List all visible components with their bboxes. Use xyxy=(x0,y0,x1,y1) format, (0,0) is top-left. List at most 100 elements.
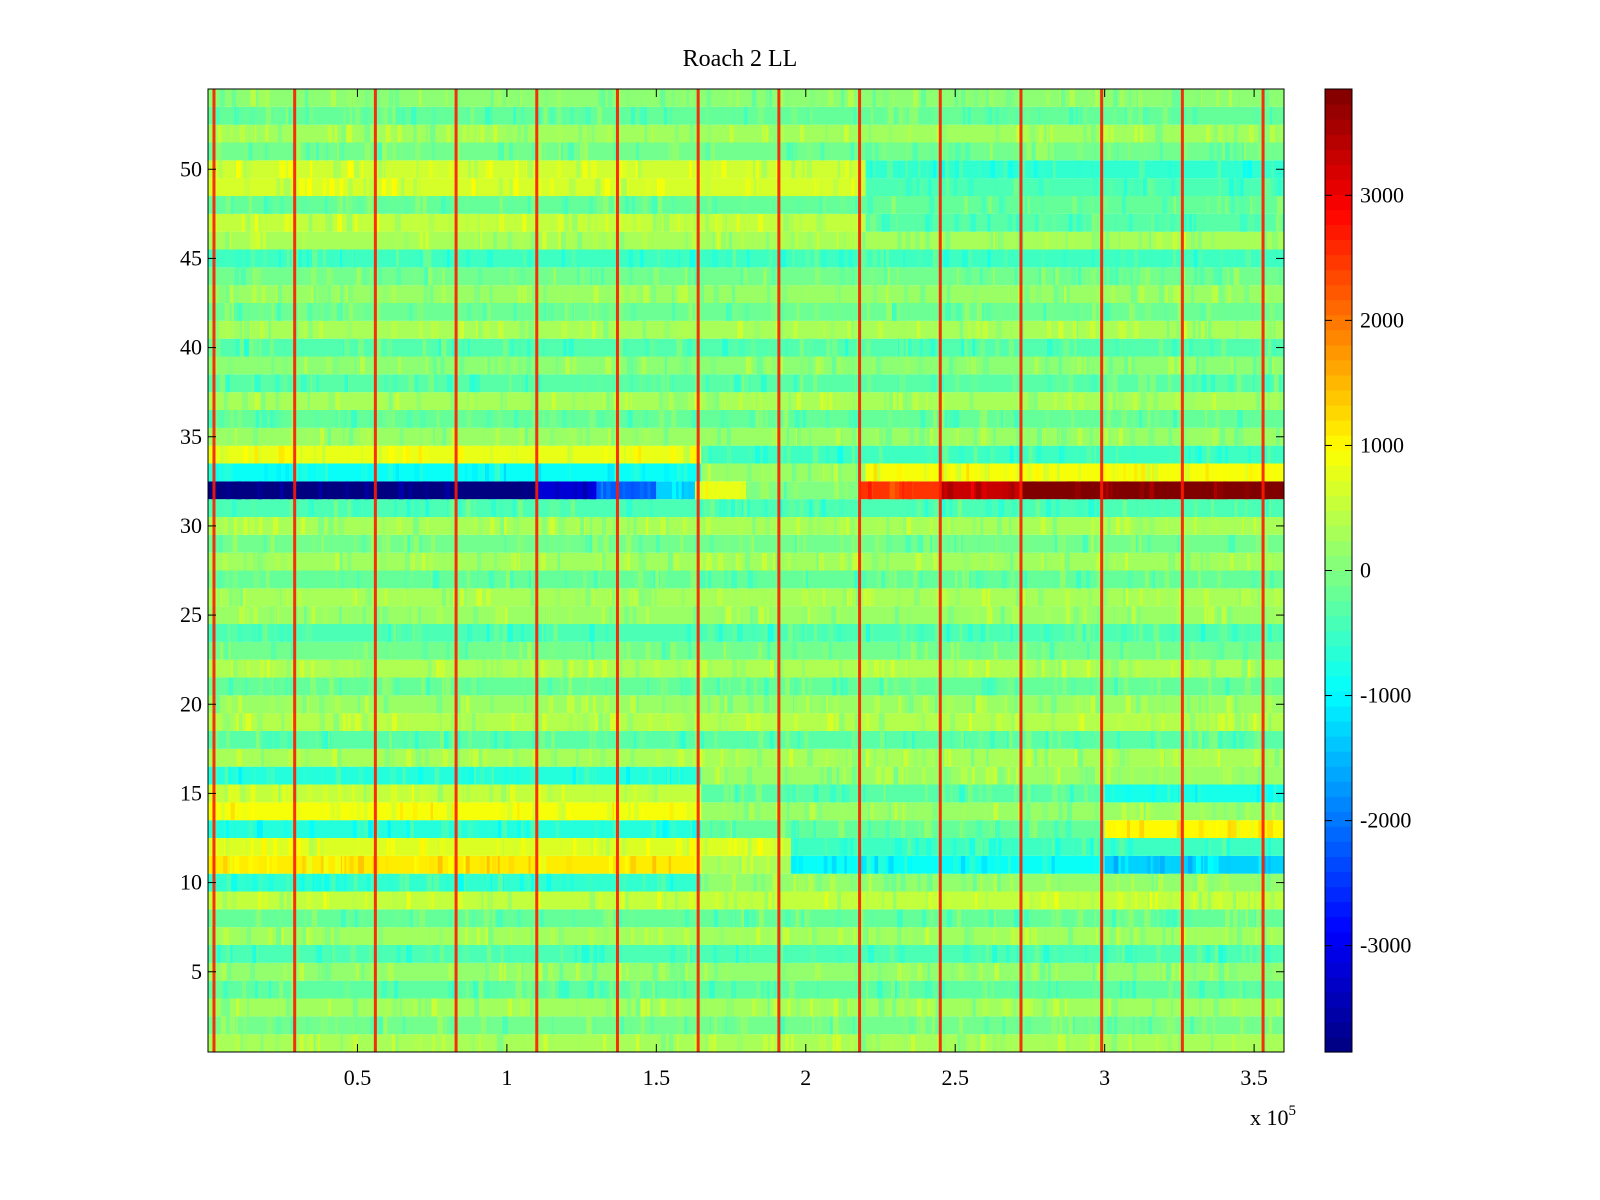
heatmap-noise xyxy=(747,374,751,393)
heatmap-noise xyxy=(806,338,812,357)
heatmap-noise xyxy=(364,766,369,785)
heatmap-noise xyxy=(986,606,993,624)
heatmap-noise xyxy=(1228,534,1234,553)
heatmap-noise xyxy=(861,427,864,446)
heatmap-noise xyxy=(279,624,284,642)
heatmap-noise xyxy=(220,374,225,393)
heatmap-noise xyxy=(1156,945,1161,963)
heatmap-noise xyxy=(785,731,790,749)
heatmap-noise xyxy=(297,303,301,321)
heatmap-noise xyxy=(1024,570,1027,589)
heatmap-noise xyxy=(1127,606,1131,624)
heatmap-noise xyxy=(505,570,510,589)
heatmap-noise xyxy=(1147,802,1154,821)
heatmap-noise xyxy=(515,445,519,464)
heatmap-noise xyxy=(314,481,318,500)
heatmap-noise xyxy=(1125,980,1130,999)
heatmap-noise xyxy=(715,624,722,642)
heatmap-noise xyxy=(848,1034,854,1052)
heatmap-noise xyxy=(209,570,214,589)
heatmap-noise xyxy=(790,427,795,446)
heatmap-noise xyxy=(408,570,414,589)
heatmap-noise xyxy=(499,659,504,678)
heatmap-noise xyxy=(839,267,846,286)
heatmap-noise xyxy=(1048,980,1051,999)
heatmap-noise xyxy=(634,356,638,375)
heatmap-noise xyxy=(979,570,984,589)
heatmap-noise xyxy=(278,249,283,268)
heatmap-noise xyxy=(351,784,355,803)
heatmap-noise xyxy=(329,927,334,945)
heatmap-noise xyxy=(602,517,606,535)
heatmap-noise xyxy=(387,873,393,892)
heatmap-noise xyxy=(438,338,443,357)
heatmap-noise xyxy=(796,998,800,1017)
heatmap-noise xyxy=(487,303,492,321)
heatmap-noise xyxy=(837,891,841,910)
heatmap-noise xyxy=(837,356,842,375)
heatmap-cell xyxy=(790,838,1284,856)
heatmap-noise xyxy=(885,570,891,589)
heatmap-noise xyxy=(434,945,438,963)
heatmap-noise xyxy=(515,624,520,642)
heatmap-noise xyxy=(1115,481,1120,500)
heatmap-noise xyxy=(248,855,254,874)
heatmap-noise xyxy=(1106,766,1111,785)
heatmap-noise xyxy=(724,962,729,981)
heatmap-noise xyxy=(332,481,338,500)
heatmap-noise xyxy=(424,748,429,767)
heatmap-noise xyxy=(423,285,428,303)
heatmap-noise xyxy=(737,392,743,410)
heatmap-noise xyxy=(347,713,351,731)
heatmap-noise xyxy=(327,481,330,500)
heatmap-noise xyxy=(396,945,401,963)
heatmap-noise xyxy=(726,249,730,268)
heatmap-noise xyxy=(246,927,252,945)
heatmap-noise xyxy=(703,499,708,517)
heatmap-noise xyxy=(1129,427,1136,446)
heatmap-noise xyxy=(590,641,595,660)
heatmap-noise xyxy=(578,427,584,446)
heatmap-noise xyxy=(643,1034,649,1052)
heatmap-noise xyxy=(844,855,847,874)
heatmap-noise xyxy=(955,303,962,321)
heatmap-noise xyxy=(255,410,260,428)
heatmap-noise xyxy=(465,909,469,928)
heatmap-noise xyxy=(298,249,302,268)
heatmap-noise xyxy=(1055,980,1059,999)
heatmap-noise xyxy=(675,838,682,856)
heatmap-noise xyxy=(1269,588,1273,607)
heatmap-noise xyxy=(1046,320,1052,339)
heatmap-noise xyxy=(1140,1016,1146,1035)
heatmap-noise xyxy=(1207,606,1211,624)
heatmap-noise xyxy=(622,588,627,607)
heatmap-noise xyxy=(602,945,605,963)
heatmap-noise xyxy=(638,606,643,624)
heatmap-noise xyxy=(959,624,963,642)
heatmap-noise xyxy=(1045,410,1050,428)
heatmap-noise xyxy=(708,624,714,642)
heatmap-noise xyxy=(1213,855,1219,874)
heatmap-noise xyxy=(1051,713,1055,731)
heatmap-noise xyxy=(1230,392,1234,410)
heatmap-noise xyxy=(746,766,753,785)
heatmap-noise xyxy=(1023,641,1027,660)
heatmap-noise xyxy=(1225,641,1231,660)
heatmap-cell xyxy=(208,731,1284,749)
heatmap-noise xyxy=(446,1016,451,1035)
heatmap-noise xyxy=(572,410,576,428)
heatmap-noise xyxy=(508,838,511,856)
heatmap-noise xyxy=(1163,962,1167,981)
heatmap-cell xyxy=(746,481,860,500)
heatmap-noise xyxy=(864,338,869,357)
heatmap-noise xyxy=(218,713,223,731)
heatmap-noise xyxy=(1219,766,1226,785)
heatmap-noise xyxy=(703,1016,709,1035)
heatmap-noise xyxy=(909,427,915,446)
heatmap-noise xyxy=(376,1016,383,1035)
heatmap-noise xyxy=(854,570,861,589)
heatmap-noise xyxy=(1077,624,1083,642)
heatmap-noise xyxy=(1015,713,1018,731)
heatmap-noise xyxy=(982,695,987,714)
heatmap-noise xyxy=(410,374,415,393)
